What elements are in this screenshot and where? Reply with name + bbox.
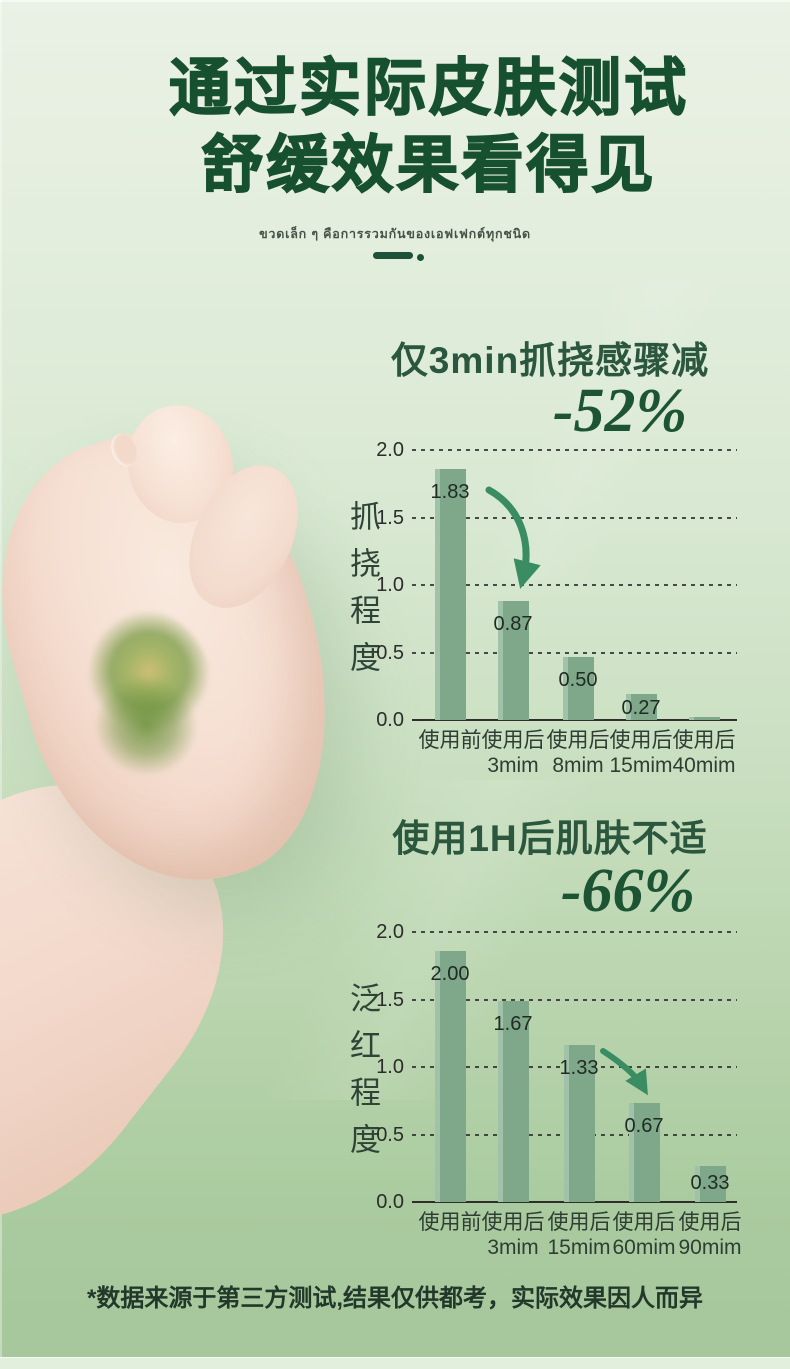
page-title: 通过实际皮肤测试 舒缓效果看得见 bbox=[68, 50, 790, 204]
chart1-y-axis-label: 抓挠程度 bbox=[345, 500, 380, 688]
divider-dot bbox=[417, 254, 424, 261]
subtitle-thai: ขวดเล็ก ๆ คือการรวมกันของเอฟเฟกต์ทุกชนิด bbox=[259, 227, 531, 241]
section2-headline: 使用1H后肌肤不适 bbox=[392, 818, 708, 859]
footnote: *数据来源于第三方测试,结果仅供都考，实际效果因人而异 bbox=[86, 1285, 703, 1312]
section1-stat: -52% bbox=[552, 377, 688, 445]
section2-stat: -66% bbox=[560, 857, 696, 925]
bottom-strip bbox=[0, 1357, 790, 1369]
section1-headline: 仅3min抓挠感骤减 bbox=[390, 340, 710, 381]
title-line-2: 舒缓效果看得见 bbox=[201, 130, 657, 201]
chart2-y-axis-label: 泛红程度 bbox=[345, 982, 380, 1170]
divider-dash bbox=[373, 252, 413, 259]
title-line-1: 通过实际皮肤测试 bbox=[168, 53, 689, 124]
